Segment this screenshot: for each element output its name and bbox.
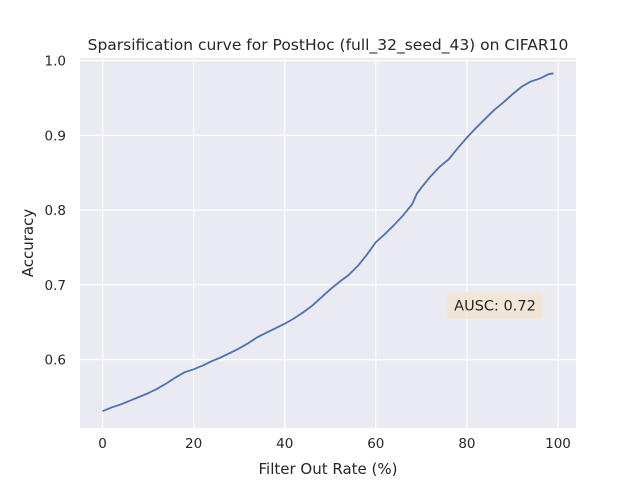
ausc-annotation-text: AUSC: 0.72 [454, 299, 536, 315]
x-tick-label: 20 [185, 436, 202, 452]
x-tick-labels: 0 20 40 60 80 100 [98, 436, 571, 452]
y-axis-label: Accuracy [19, 209, 37, 278]
chart-title: Sparsification curve for PostHoc (full_3… [88, 36, 569, 55]
y-tick-label: 0.9 [45, 128, 66, 144]
accuracy-series-line [102, 72, 554, 413]
x-tick-label: 40 [276, 436, 293, 452]
ausc-annotation: AUSC: 0.72 [447, 292, 543, 319]
y-tick-label: 0.6 [45, 353, 66, 369]
y-tick-label: 0.7 [45, 278, 66, 294]
x-axis-label: Filter Out Rate (%) [259, 460, 398, 478]
y-tick-label: 1.0 [45, 54, 66, 70]
x-tick-label: 0 [98, 436, 107, 452]
y-tick-label: 0.8 [45, 203, 66, 219]
x-tick-label: 60 [367, 436, 384, 452]
x-tick-label: 80 [458, 436, 475, 452]
x-tick-label: 100 [545, 436, 571, 452]
ausc-annotation-box [447, 292, 543, 319]
y-tick-labels: 0.6 0.7 0.8 0.9 1.0 [45, 54, 66, 369]
series-layer [102, 72, 554, 413]
grid-lines [80, 58, 576, 428]
plot-area [80, 58, 576, 428]
